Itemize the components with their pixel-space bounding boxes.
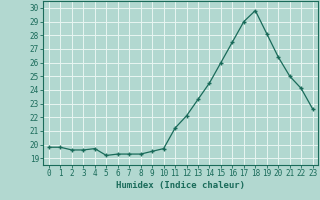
X-axis label: Humidex (Indice chaleur): Humidex (Indice chaleur) (116, 181, 245, 190)
